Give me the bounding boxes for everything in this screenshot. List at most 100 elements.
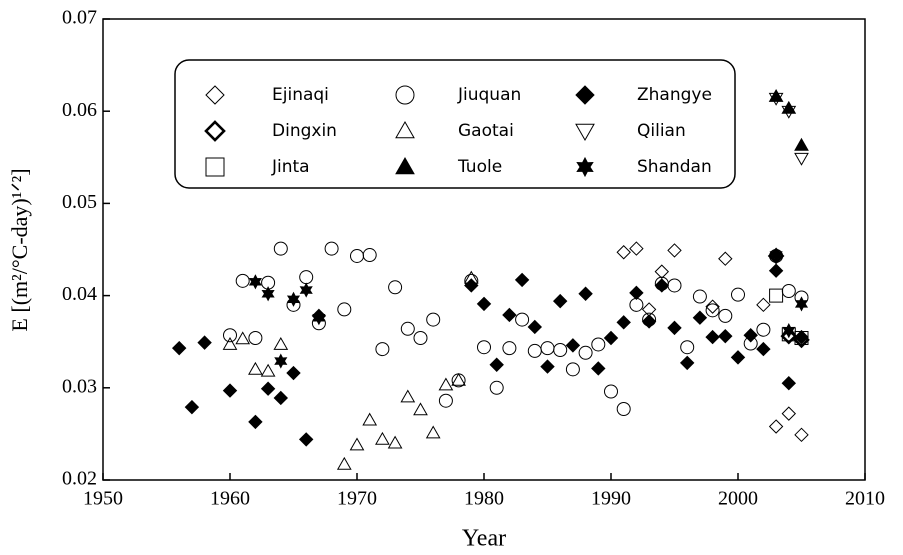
data-point [781, 375, 797, 391]
data-point [705, 303, 720, 318]
data-point [667, 243, 682, 258]
data-point [425, 425, 441, 439]
legend-symbol [205, 157, 225, 177]
data-point [273, 390, 289, 406]
data-point [261, 286, 275, 302]
data-point [299, 270, 314, 285]
legend-symbol [575, 85, 595, 105]
legend-label: Qilian [637, 121, 686, 141]
data-point [299, 282, 313, 298]
data-point [794, 296, 809, 312]
legend-label: Jinta [271, 157, 310, 177]
legend-label: Shandan [637, 157, 712, 177]
data-point [794, 427, 809, 443]
data-point [273, 241, 288, 256]
x-tick-label: 1970 [337, 488, 377, 510]
legend-label: Dingxin [272, 121, 337, 141]
y-tick-label: 0.04 [62, 283, 97, 305]
data-point [337, 302, 352, 317]
data-point [274, 353, 288, 369]
data-point [692, 310, 708, 325]
y-axis-label: E [(m²/°C-day)¹ᐟ²] [7, 168, 32, 331]
legend-symbol [575, 123, 595, 142]
data-point [349, 437, 365, 451]
data-point [667, 320, 682, 336]
data-point [616, 402, 631, 417]
data-point [718, 251, 733, 266]
data-point [705, 329, 720, 345]
legend-symbol [395, 85, 415, 105]
data-point [400, 389, 416, 403]
data-point [222, 383, 238, 398]
data-point [260, 381, 276, 396]
data-point [768, 88, 784, 102]
x-tick-label: 1960 [210, 488, 250, 510]
data-point [298, 432, 314, 447]
data-point [387, 435, 403, 449]
data-point [171, 340, 187, 356]
data-point [654, 278, 670, 293]
data-point [527, 343, 542, 358]
data-point [248, 274, 262, 290]
data-point [731, 287, 745, 302]
data-point [388, 280, 403, 295]
data-point [692, 289, 707, 304]
data-point [565, 338, 581, 353]
legend-symbol [395, 120, 415, 139]
data-point [629, 297, 644, 312]
y-tick-label: 0.02 [62, 468, 97, 490]
data-point [248, 361, 263, 375]
data-point [451, 372, 466, 386]
data-point [743, 328, 758, 343]
y-tick-label: 0.05 [62, 191, 97, 213]
data-point [794, 137, 809, 151]
data-point [781, 105, 797, 119]
data-point [223, 328, 237, 343]
data-point [756, 297, 771, 313]
data-point [362, 412, 378, 426]
data-point [781, 283, 796, 298]
data-point [604, 384, 618, 399]
data-point [629, 241, 644, 256]
data-point [184, 399, 200, 415]
data-point [248, 414, 263, 430]
data-point [197, 335, 212, 350]
legend-label: Tuole [457, 157, 502, 177]
x-tick-label: 2000 [718, 488, 758, 510]
data-point [768, 263, 784, 278]
y-tick-label: 0.06 [62, 99, 97, 121]
data-point [616, 245, 631, 260]
y-tick-label: 0.07 [62, 7, 97, 29]
data-point [260, 363, 276, 377]
data-point [603, 330, 619, 346]
data-point [464, 278, 479, 293]
data-point [565, 362, 580, 377]
data-point [794, 152, 809, 166]
legend-label: Zhangye [637, 85, 712, 105]
data-point [552, 293, 568, 309]
data-point [781, 406, 797, 421]
data-point [578, 345, 593, 360]
data-point [426, 312, 441, 327]
legend-label: Ejinaqi [272, 85, 329, 105]
data-point [667, 278, 682, 293]
data-point [794, 329, 809, 345]
data-point [375, 342, 390, 357]
data-point [286, 365, 301, 381]
data-point [578, 286, 593, 301]
data-point [350, 248, 364, 263]
x-tick-label: 1950 [83, 488, 123, 510]
data-point [756, 341, 771, 357]
legend-symbol [395, 156, 415, 175]
data-point [324, 241, 339, 256]
data-point [438, 393, 453, 408]
x-tick-label: 1990 [591, 488, 631, 510]
data-point [286, 291, 301, 307]
data-point [654, 264, 670, 279]
data-point [514, 272, 530, 288]
data-point [769, 247, 783, 263]
data-point [248, 331, 263, 346]
data-point [336, 456, 352, 470]
data-point [235, 331, 251, 345]
